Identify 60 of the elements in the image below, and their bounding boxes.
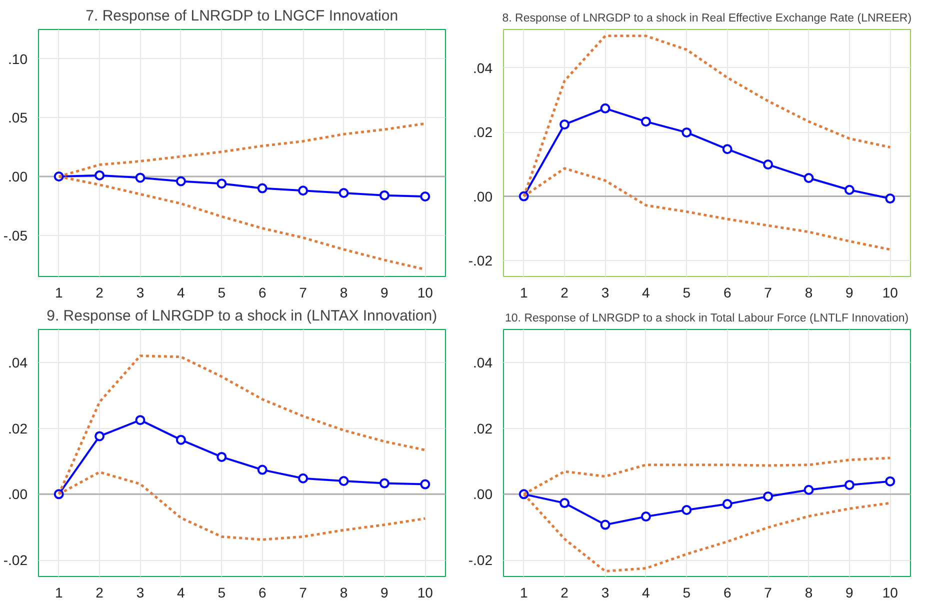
y-tick-label: .00 — [8, 486, 28, 502]
y-tick-label: -.05 — [3, 227, 28, 244]
x-tick-label: 5 — [682, 284, 691, 300]
y-tick-label: .00 — [473, 188, 493, 204]
x-tick-label: 2 — [96, 284, 104, 300]
y-tick-label: -.02 — [468, 552, 493, 568]
x-tick-label: 9 — [380, 584, 389, 600]
chart-title: 10. Response of LNRGDP to a shock in Total Labour Force (LNTLF Innovation) — [505, 312, 909, 324]
x-tick-label: 1 — [520, 584, 528, 600]
y-tick-label: .00 — [473, 486, 493, 502]
x-tick-label: 10 — [882, 284, 898, 300]
x-tick-label: 7 — [764, 284, 772, 300]
x-tick-label: 8 — [340, 284, 348, 300]
y-tick-label: .10 — [8, 50, 28, 67]
y-tick-label: .04 — [473, 60, 493, 76]
x-tick-label: 10 — [417, 284, 434, 300]
x-tick-label: 2 — [560, 584, 569, 600]
y-tick-label: -.02 — [3, 552, 28, 568]
x-tick-label: 6 — [723, 584, 732, 600]
x-tick-label: 3 — [601, 584, 610, 600]
y-tick-label: .04 — [473, 354, 493, 370]
x-tick-label: 4 — [642, 584, 650, 600]
x-tick-label: 4 — [177, 584, 186, 600]
x-tick-label: 7 — [299, 284, 308, 300]
x-tick-label: 5 — [218, 284, 226, 300]
chart-title: 7. Response of LNRGDP to LNGCF Innovation — [86, 8, 398, 24]
x-tick-label: 6 — [258, 284, 266, 300]
x-tick-label: 8 — [804, 584, 813, 600]
x-tick-label: 7 — [299, 584, 308, 600]
x-tick-label: 9 — [846, 584, 854, 600]
x-tick-label: 2 — [560, 284, 569, 300]
x-tick-label: 3 — [136, 584, 144, 600]
x-tick-label: 2 — [96, 584, 104, 600]
x-tick-label: 8 — [340, 584, 348, 600]
x-tick-label: 9 — [380, 284, 389, 300]
x-tick-label: 9 — [846, 284, 854, 300]
x-tick-label: 5 — [218, 584, 226, 600]
x-tick-label: 10 — [417, 584, 434, 600]
x-tick-label: 10 — [882, 584, 898, 600]
chart-title: 8. Response of LNRGDP to a shock in Real Effective Exchange Rate (LNREER) — [502, 12, 912, 24]
x-tick-label: 4 — [642, 284, 650, 300]
y-tick-label: .02 — [8, 420, 28, 436]
y-tick-label: .02 — [473, 124, 493, 140]
y-tick-label: .00 — [8, 168, 28, 185]
x-tick-label: 3 — [136, 284, 144, 300]
x-tick-label: 1 — [520, 284, 528, 300]
x-tick-label: 1 — [54, 284, 63, 300]
y-tick-label: .04 — [8, 354, 28, 370]
chart-title: 9. Response of LNRGDP to a shock in (LNTAX Innovation) — [46, 308, 438, 324]
x-tick-label: 5 — [682, 584, 691, 600]
y-tick-label: .02 — [473, 420, 493, 436]
x-tick-label: 7 — [764, 584, 772, 600]
x-tick-label: 4 — [177, 284, 186, 300]
x-tick-label: 6 — [723, 284, 732, 300]
x-tick-label: 1 — [54, 584, 63, 600]
x-tick-label: 3 — [601, 284, 610, 300]
x-tick-label: 8 — [804, 284, 813, 300]
x-tick-label: 6 — [258, 584, 266, 600]
y-tick-label: .05 — [8, 110, 28, 126]
y-tick-label: -.02 — [468, 252, 493, 268]
